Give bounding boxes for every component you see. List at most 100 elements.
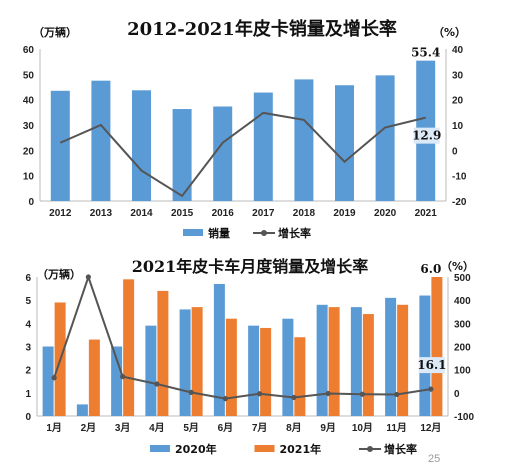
right-tick-label: 20 [452, 96, 464, 107]
right-tick-label: 500 [454, 273, 471, 284]
legend-label: 增长率 [384, 442, 417, 456]
chart-2-y-unit: （万辆） [37, 267, 81, 281]
chart-1: 2012-2021年皮卡销量及增长率 （万辆） （%） 0 10 20 30 40 50 6… [23, 18, 467, 240]
legend-swatch [150, 445, 170, 452]
bar [172, 109, 192, 201]
bar [179, 309, 191, 416]
growth-rate-point [85, 274, 91, 280]
left-tick-label: 5 [25, 296, 31, 307]
bar [397, 304, 409, 416]
right-tick-label: -20 [452, 197, 467, 208]
x-tick-label: 2014 [130, 208, 153, 219]
bar [248, 325, 260, 416]
right-tick-label: 100 [454, 366, 471, 377]
chart-1-title: 2012-2021年皮卡销量及增长率 [127, 18, 397, 40]
right-tick-label: 300 [454, 319, 471, 330]
data-label: 16.1 [417, 358, 446, 372]
growth-rate-point [120, 374, 126, 380]
left-tick-label: 4 [25, 319, 31, 330]
legend-swatch [254, 445, 275, 452]
bar [225, 318, 237, 416]
bar [191, 307, 203, 416]
bar [294, 337, 306, 416]
bar [294, 79, 314, 201]
bar [76, 404, 88, 416]
x-tick-label: 2016 [212, 208, 235, 219]
growth-rate-point [222, 396, 228, 402]
bar [132, 90, 151, 201]
right-tick-label: 10 [452, 121, 464, 132]
data-label: 6.0 [420, 262, 441, 276]
bar [316, 304, 328, 416]
bar [260, 327, 272, 416]
chart-2: 2021年皮卡车月度销量及增长率 （万辆） （%） 0 1 2 3 4 5 6 -100 0 10… [25, 257, 474, 456]
x-tick-label: 1月 [46, 422, 62, 434]
bar [157, 290, 169, 416]
bar [282, 318, 294, 416]
legend-swatch-marker [261, 230, 267, 236]
x-tick-label: 2012 [49, 208, 72, 219]
left-tick-label: 50 [23, 70, 35, 81]
x-tick-label: 2019 [333, 208, 356, 219]
right-tick-label: -100 [454, 412, 474, 423]
left-tick-label: 10 [23, 172, 35, 183]
bar [419, 295, 431, 416]
growth-rate-point [188, 389, 194, 395]
growth-rate-point [428, 386, 434, 392]
bar [253, 92, 273, 201]
legend-label: 增长率 [278, 226, 311, 240]
right-tick-label: 0 [452, 146, 458, 157]
legend-swatch [183, 229, 203, 236]
left-tick-label: 1 [25, 389, 31, 400]
bar [213, 283, 225, 416]
left-tick-label: 60 [23, 45, 35, 56]
bar [375, 75, 395, 201]
x-tick-label: 6月 [218, 422, 234, 434]
growth-rate-point [291, 394, 297, 401]
right-tick-label: -10 [452, 172, 467, 183]
x-tick-label: 2017 [252, 208, 275, 219]
bar [91, 80, 111, 201]
bar [328, 307, 340, 416]
data-label: 12.9 [412, 129, 441, 143]
growth-rate-point [51, 375, 57, 381]
bar [362, 314, 374, 416]
right-tick-label: 400 [454, 296, 471, 307]
chart-1-y-unit: （万辆） [33, 25, 77, 39]
x-tick-label: 10月 [352, 422, 373, 434]
legend-label: 销量 [208, 226, 230, 240]
data-label-background [418, 357, 445, 374]
chart-2-legend: 2020年 2021年 增长率 [150, 442, 417, 456]
left-tick-label: 6 [25, 273, 31, 284]
bar [88, 339, 100, 416]
chart-2-title: 2021年皮卡车月度销量及增长率 [132, 257, 369, 276]
bar [123, 279, 135, 416]
x-tick-label: 2月 [81, 422, 97, 434]
x-tick-label: 2020 [374, 208, 397, 219]
right-tick-label: 0 [454, 389, 460, 400]
left-tick-label: 2 [25, 366, 31, 377]
left-tick-label: 0 [25, 412, 31, 423]
x-tick-label: 8月 [286, 422, 302, 434]
left-tick-label: 0 [28, 197, 34, 208]
chart-2-y2-unit: （%） [441, 260, 474, 273]
x-tick-label: 2013 [90, 208, 113, 219]
legend-swatch-marker [367, 446, 373, 452]
bar [145, 325, 157, 416]
bar [350, 307, 362, 416]
growth-rate-point [359, 391, 365, 397]
left-tick-label: 30 [23, 121, 35, 132]
x-tick-label: 2021 [415, 208, 438, 219]
x-tick-label: 2018 [293, 208, 316, 219]
right-tick-label: 40 [452, 45, 464, 56]
bar [213, 106, 233, 201]
growth-rate-line [53, 273, 432, 400]
growth-rate-point [394, 391, 400, 398]
data-label-background [413, 127, 440, 144]
growth-rate-line [59, 111, 426, 198]
chart-1-y2-unit: （%） [433, 26, 466, 39]
x-tick-label: 12月 [420, 422, 441, 434]
bar [335, 85, 354, 201]
growth-rate-point [325, 390, 331, 397]
